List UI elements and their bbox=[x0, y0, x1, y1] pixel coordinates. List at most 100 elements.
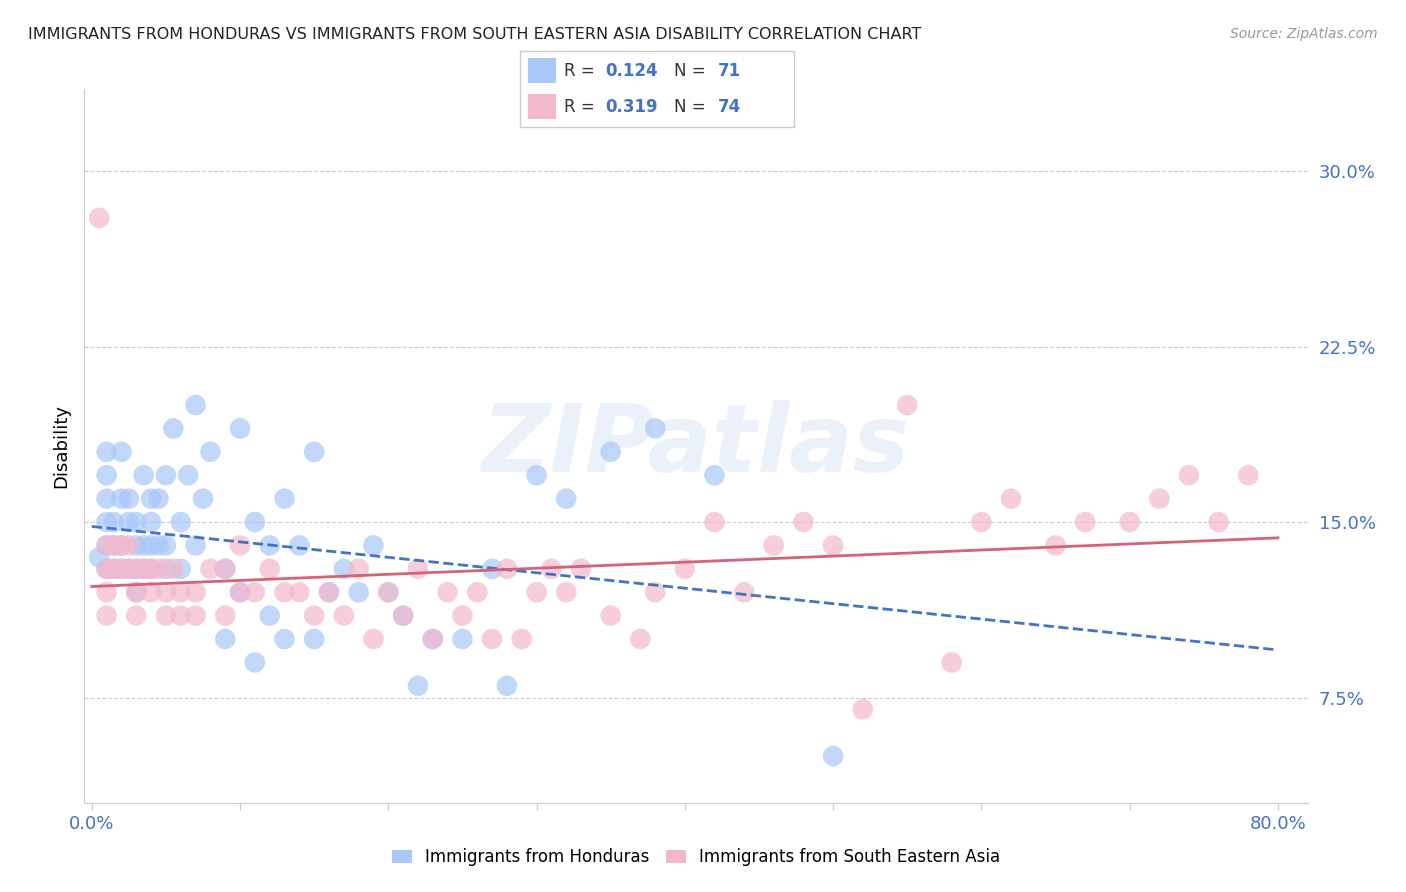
Point bbox=[162, 562, 184, 576]
Point bbox=[110, 445, 132, 459]
Text: ZIPatlas: ZIPatlas bbox=[482, 400, 910, 492]
Point bbox=[125, 585, 148, 599]
Point bbox=[155, 562, 177, 576]
Point bbox=[288, 585, 311, 599]
Point bbox=[1074, 515, 1097, 529]
Point bbox=[302, 608, 325, 623]
Point bbox=[762, 538, 785, 552]
Point bbox=[555, 491, 578, 506]
Point bbox=[1149, 491, 1171, 506]
Point bbox=[481, 632, 503, 646]
Point bbox=[118, 491, 141, 506]
Point bbox=[526, 468, 548, 483]
Point bbox=[96, 515, 118, 529]
Point bbox=[1178, 468, 1201, 483]
Point bbox=[132, 538, 155, 552]
Y-axis label: Disability: Disability bbox=[52, 404, 70, 488]
Point bbox=[125, 585, 148, 599]
Point bbox=[110, 562, 132, 576]
Point bbox=[214, 562, 236, 576]
Point bbox=[823, 749, 845, 764]
Point bbox=[170, 515, 193, 529]
Point bbox=[703, 468, 725, 483]
Point bbox=[377, 585, 399, 599]
Point bbox=[148, 562, 170, 576]
Point bbox=[132, 562, 155, 576]
Point bbox=[422, 632, 444, 646]
Point bbox=[273, 585, 295, 599]
Text: 71: 71 bbox=[717, 62, 741, 80]
Point bbox=[302, 632, 325, 646]
Point bbox=[259, 562, 281, 576]
Point bbox=[118, 515, 141, 529]
Point bbox=[96, 562, 118, 576]
Point bbox=[170, 585, 193, 599]
Point bbox=[184, 398, 207, 412]
Point bbox=[200, 445, 222, 459]
Point bbox=[118, 562, 141, 576]
Point bbox=[103, 562, 125, 576]
Point bbox=[139, 538, 162, 552]
Point bbox=[103, 515, 125, 529]
Point bbox=[599, 608, 621, 623]
Point bbox=[155, 585, 177, 599]
Point bbox=[970, 515, 993, 529]
Point bbox=[103, 538, 125, 552]
Point bbox=[363, 632, 385, 646]
Point bbox=[229, 538, 252, 552]
Point bbox=[1118, 515, 1140, 529]
Point bbox=[96, 491, 118, 506]
Point bbox=[273, 632, 295, 646]
Bar bbox=[529, 59, 555, 84]
Legend: Immigrants from Honduras, Immigrants from South Eastern Asia: Immigrants from Honduras, Immigrants fro… bbox=[385, 842, 1007, 873]
Point bbox=[177, 468, 200, 483]
Point bbox=[733, 585, 755, 599]
Point bbox=[852, 702, 875, 716]
Point bbox=[125, 562, 148, 576]
Point bbox=[96, 468, 118, 483]
Point bbox=[465, 585, 488, 599]
Text: N =: N = bbox=[673, 62, 710, 80]
Point bbox=[155, 538, 177, 552]
Point bbox=[103, 538, 125, 552]
Point bbox=[540, 562, 562, 576]
Point bbox=[896, 398, 918, 412]
Point bbox=[392, 608, 415, 623]
Point bbox=[96, 562, 118, 576]
Point bbox=[96, 538, 118, 552]
Text: 0.319: 0.319 bbox=[605, 97, 658, 116]
Point bbox=[406, 679, 429, 693]
Point bbox=[347, 562, 370, 576]
Point bbox=[229, 585, 252, 599]
Point bbox=[333, 608, 356, 623]
Point bbox=[481, 562, 503, 576]
Point bbox=[628, 632, 651, 646]
Point bbox=[139, 491, 162, 506]
Point bbox=[555, 585, 578, 599]
Point bbox=[125, 608, 148, 623]
Text: R =: R = bbox=[564, 97, 600, 116]
Point bbox=[170, 608, 193, 623]
Point bbox=[451, 632, 474, 646]
Point bbox=[451, 608, 474, 623]
Text: 0.124: 0.124 bbox=[605, 62, 658, 80]
Point bbox=[288, 538, 311, 552]
Point bbox=[155, 608, 177, 623]
Point bbox=[496, 562, 519, 576]
Point bbox=[273, 491, 295, 506]
Point bbox=[170, 562, 193, 576]
Point bbox=[214, 608, 236, 623]
Point bbox=[406, 562, 429, 576]
Point bbox=[644, 585, 666, 599]
Point bbox=[214, 562, 236, 576]
Point bbox=[526, 585, 548, 599]
Text: N =: N = bbox=[673, 97, 710, 116]
Point bbox=[644, 421, 666, 435]
Point bbox=[103, 562, 125, 576]
Point bbox=[1237, 468, 1260, 483]
Point bbox=[377, 585, 399, 599]
Point bbox=[96, 585, 118, 599]
Point bbox=[1208, 515, 1230, 529]
Point bbox=[1045, 538, 1067, 552]
Point bbox=[302, 445, 325, 459]
